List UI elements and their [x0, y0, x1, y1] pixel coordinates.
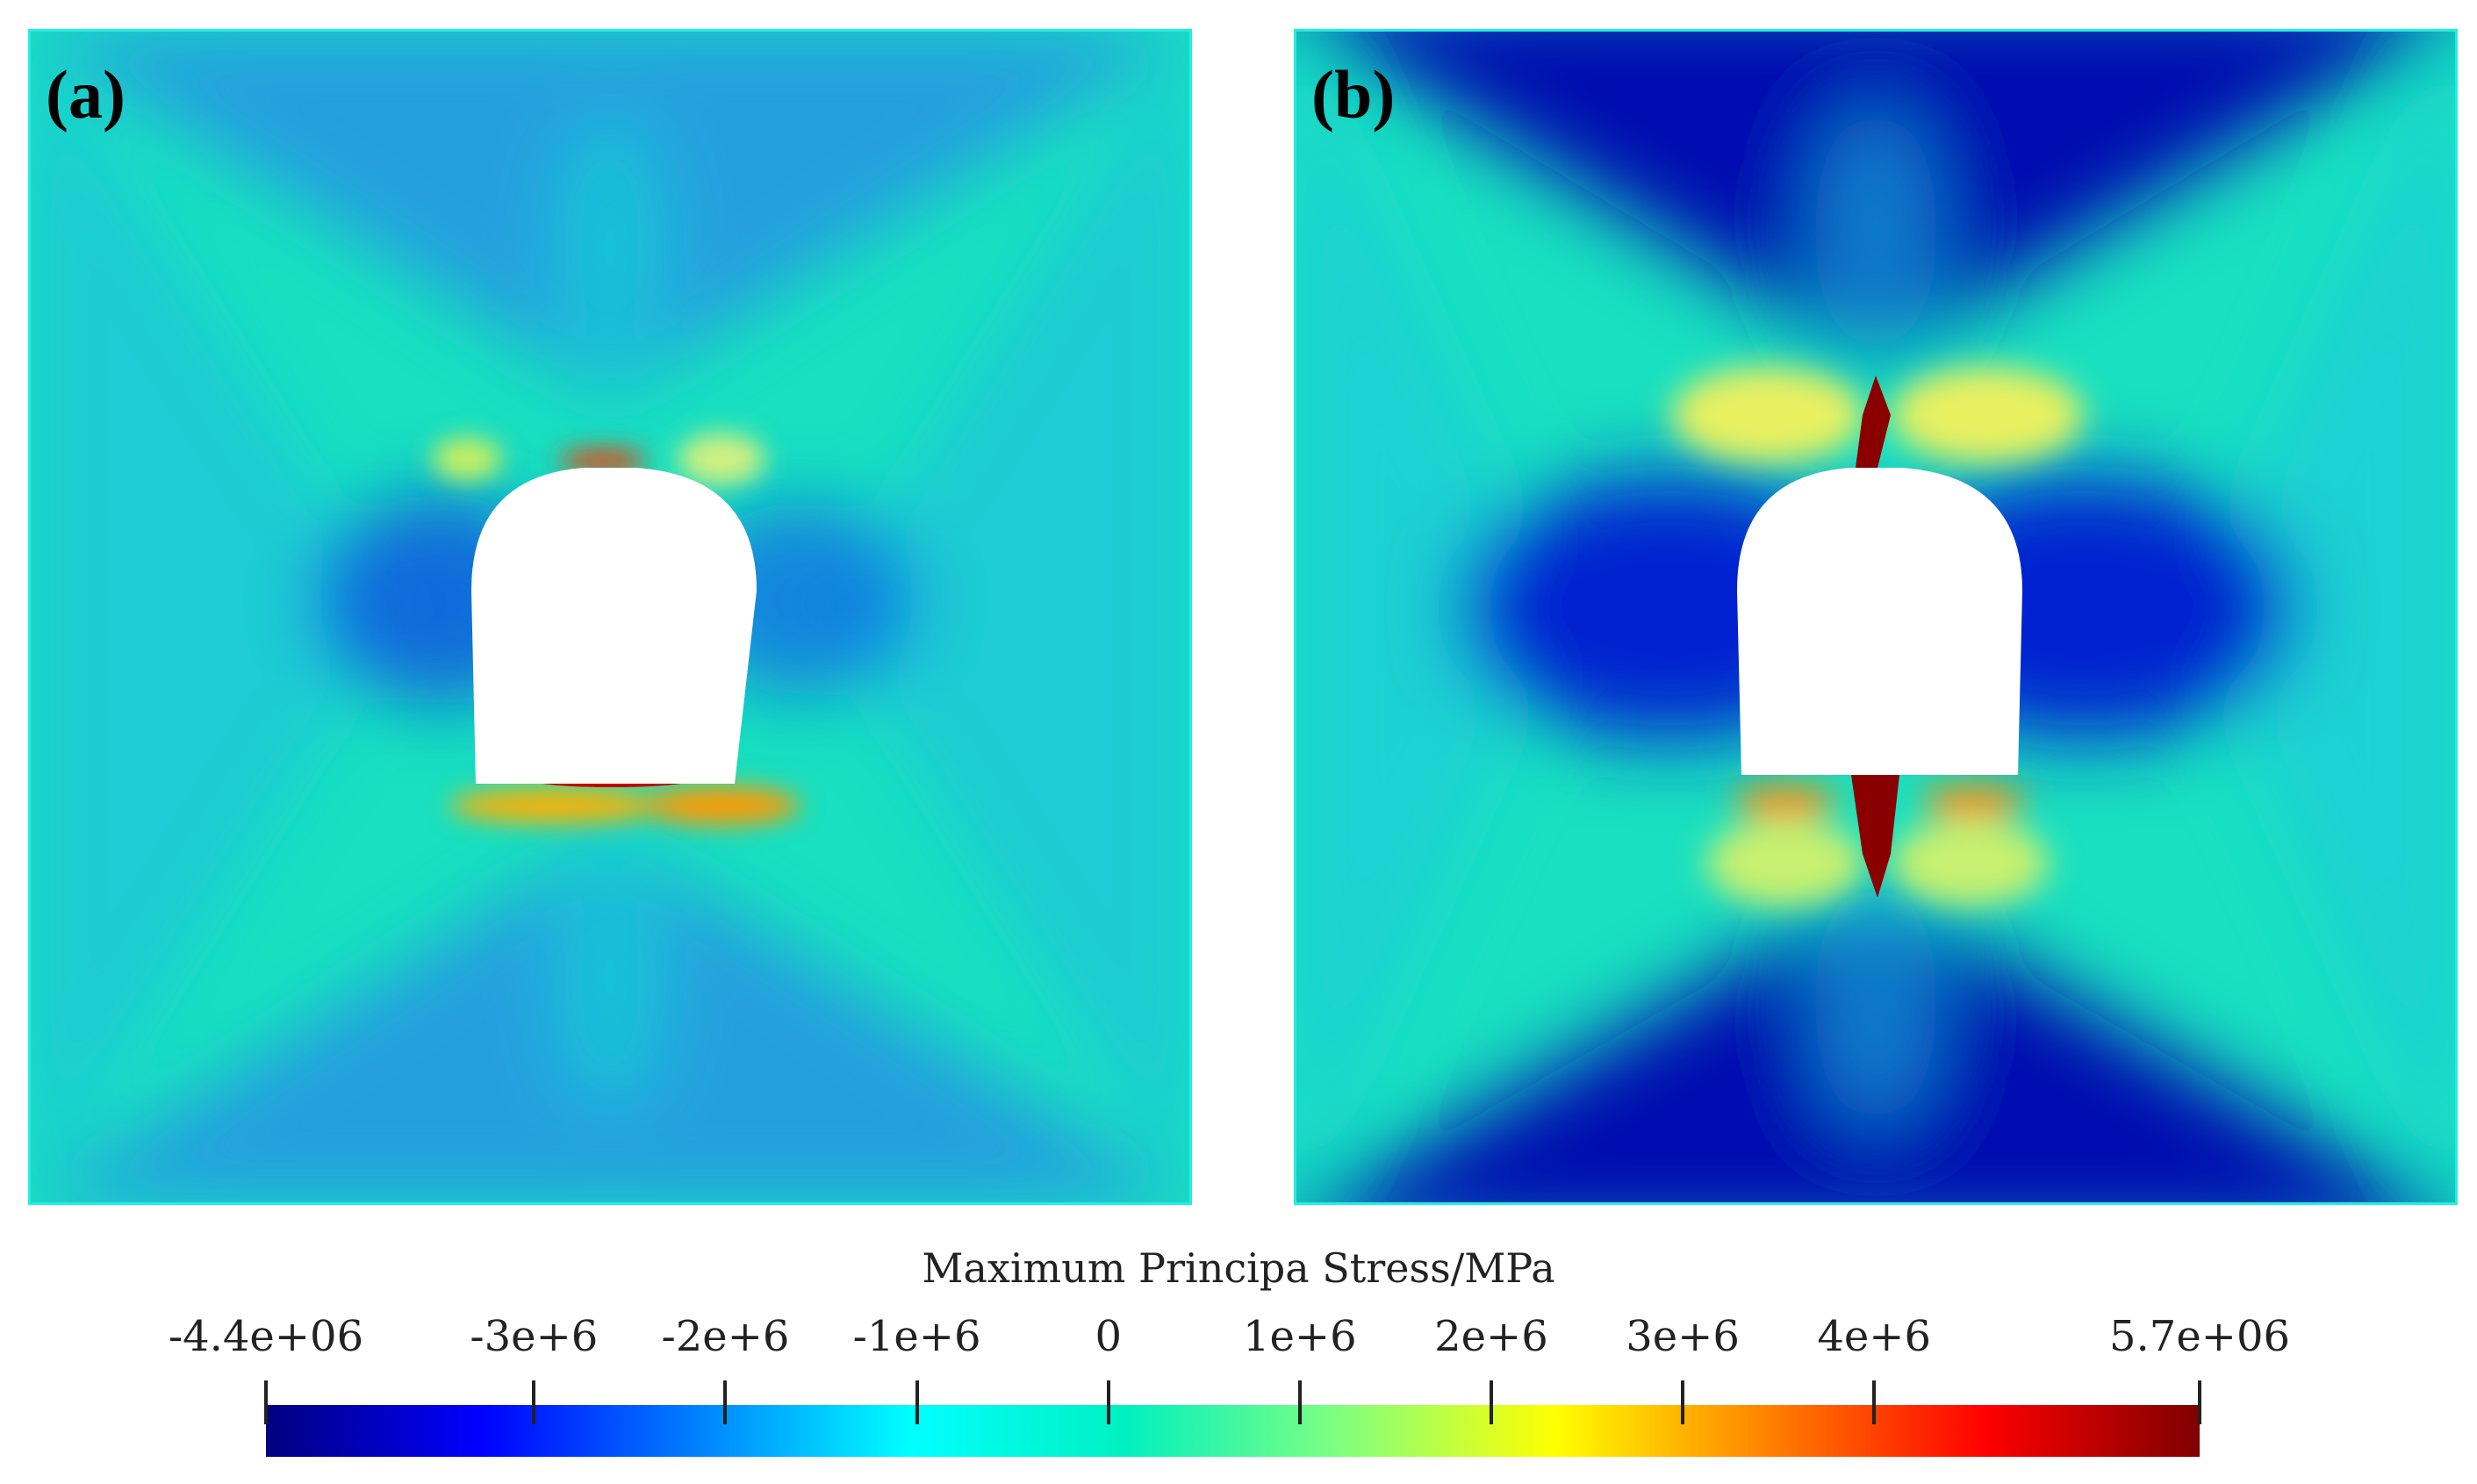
colorbar-tick-mark — [1106, 1380, 1110, 1424]
colorbar-tick-mark — [264, 1380, 268, 1424]
colorbar-tick-label: 4e+6 — [1817, 1312, 1932, 1361]
panel-label-a: (a) — [46, 56, 126, 133]
colorbar-tick-label: 3e+6 — [1626, 1312, 1740, 1361]
colorbar-tick-mark — [2198, 1380, 2201, 1424]
colorbar-title: Maximum Principa Stress/MPa — [922, 1244, 1555, 1292]
stress-contour-a — [28, 29, 1192, 1205]
colorbar-tick-mark — [1297, 1380, 1302, 1424]
stress-map-panel-b: (b) — [1294, 29, 2458, 1205]
colorbar-tick-mark — [1872, 1380, 1877, 1424]
panel-label-b: (b) — [1311, 56, 1396, 133]
colorbar-tick-label: -4.4e+06 — [168, 1312, 364, 1361]
stress-map-panel-a: (a) — [28, 29, 1192, 1205]
colorbar-tick-mark — [1681, 1380, 1685, 1424]
colorbar-tick-label: -3e+6 — [470, 1312, 599, 1361]
colorbar-tick-label: 0 — [1095, 1312, 1122, 1361]
colorbar-tick-mark — [723, 1380, 728, 1424]
colorbar-tick-label: 2e+6 — [1434, 1312, 1548, 1361]
colorbar-tick-mark — [1489, 1380, 1493, 1424]
colorbar-gradient — [266, 1405, 2200, 1457]
colorbar-tick-mark — [532, 1380, 536, 1424]
colorbar-tick-mark — [915, 1380, 919, 1424]
colorbar-tick-label: -2e+6 — [661, 1312, 790, 1361]
stress-contour-b — [1294, 29, 2458, 1205]
colorbar-tick-label: 5.7e+06 — [2108, 1312, 2291, 1361]
colorbar-tick-label: -1e+6 — [852, 1312, 981, 1361]
colorbar-tick-label: 1e+6 — [1242, 1312, 1357, 1361]
